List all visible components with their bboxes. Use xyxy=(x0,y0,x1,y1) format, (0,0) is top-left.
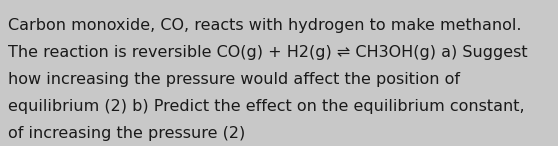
Text: The reaction is reversible CO(g) + H2(g) ⇌ CH3OH(g) a) Suggest: The reaction is reversible CO(g) + H2(g)… xyxy=(8,45,528,60)
Text: how increasing the pressure would affect the position of: how increasing the pressure would affect… xyxy=(8,72,460,87)
Text: Carbon monoxide, CO, reacts with hydrogen to make methanol.: Carbon monoxide, CO, reacts with hydroge… xyxy=(8,18,522,33)
Text: equilibrium (2) b) Predict the effect on the equilibrium constant,: equilibrium (2) b) Predict the effect on… xyxy=(8,99,525,114)
Text: of increasing the pressure (2): of increasing the pressure (2) xyxy=(8,126,246,141)
